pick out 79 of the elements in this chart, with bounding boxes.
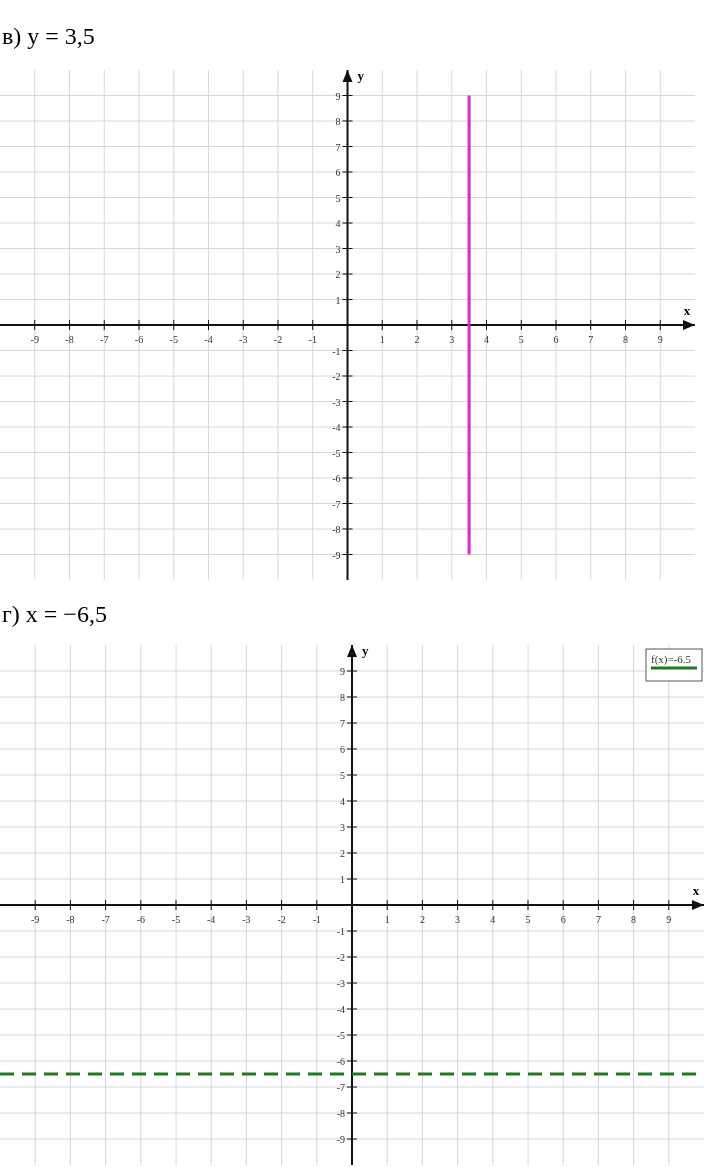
y-tick-label: -6 (336, 1056, 345, 1067)
y-tick-label: -3 (336, 978, 345, 989)
y-tick-label: -7 (332, 498, 341, 510)
chart-title: г) x = −6,5 (2, 601, 107, 627)
y-tick-label: -9 (332, 549, 341, 561)
x-tick-label: -7 (100, 334, 109, 345)
x-tick-label: -1 (312, 914, 321, 925)
x-tick-label: -5 (169, 334, 178, 345)
x-tick-label: 4 (484, 334, 489, 345)
x-tick-label: -6 (136, 914, 145, 925)
x-tick-label: 2 (419, 914, 425, 925)
y-tick-label: 6 (335, 167, 341, 178)
x-tick-label: -9 (31, 914, 40, 925)
y-tick-label: -3 (332, 396, 341, 408)
x-tick-label: 1 (379, 334, 385, 345)
x-tick-label: -2 (273, 334, 283, 345)
y-tick-label: -8 (332, 524, 341, 535)
x-tick-label: 5 (518, 334, 524, 345)
x-tick-label: -8 (65, 334, 74, 345)
y-axis-title: y (357, 68, 365, 83)
y-tick-label: 3 (335, 243, 341, 255)
x-tick-label: 8 (631, 914, 637, 925)
y-tick-label: 1 (335, 294, 341, 306)
y-tick-label: -5 (332, 447, 341, 459)
y-tick-label: 4 (340, 796, 345, 807)
x-tick-label: -3 (239, 334, 248, 345)
x-tick-label: 5 (525, 914, 531, 925)
x-tick-label: -6 (134, 334, 144, 345)
y-tick-label: 7 (335, 141, 341, 153)
y-tick-label: 4 (335, 218, 341, 229)
y-tick-label: 3 (340, 822, 345, 833)
x-tick-label: 8 (623, 334, 628, 345)
x-tick-label: -5 (171, 914, 181, 925)
y-tick-label: -2 (332, 371, 341, 382)
y-tick-label: -7 (336, 1082, 345, 1093)
x-tick-label: -9 (30, 334, 39, 345)
x-tick-label: -3 (242, 914, 251, 925)
x-tick-label: 2 (414, 334, 420, 345)
y-tick-label: -8 (336, 1108, 345, 1119)
x-tick-label: 3 (455, 914, 461, 925)
y-tick-label: 9 (340, 666, 345, 677)
y-tick-label: -6 (332, 473, 341, 484)
x-tick-label: 9 (657, 334, 663, 345)
x-tick-label: 6 (553, 334, 559, 345)
y-tick-label: 9 (335, 90, 341, 102)
x-tick-label: -7 (101, 914, 110, 925)
y-tick-label: 5 (335, 192, 341, 204)
x-tick-label: -4 (207, 914, 216, 925)
x-tick-label: 7 (588, 334, 594, 345)
y-tick-label: 5 (340, 770, 345, 781)
y-axis-title: y (362, 643, 369, 658)
y-tick-label: -1 (332, 345, 341, 357)
x-tick-label: -1 (308, 334, 317, 345)
y-tick-label: -4 (332, 422, 341, 433)
x-tick-label: 4 (490, 914, 496, 925)
x-axis-title: x (683, 303, 691, 318)
x-tick-label: -8 (66, 914, 75, 925)
x-tick-label: 3 (449, 334, 455, 345)
y-tick-label: 6 (340, 744, 345, 755)
text: f(x)=-6.5 (651, 653, 692, 666)
y-tick-label: 1 (340, 874, 345, 885)
y-tick-label: -9 (336, 1134, 345, 1145)
x-tick-label: -2 (277, 914, 286, 925)
y-tick-label: -5 (336, 1030, 345, 1041)
x-tick-label: 6 (560, 914, 566, 925)
y-tick-label: -2 (336, 952, 345, 963)
y-tick-label: -1 (336, 926, 345, 937)
x-axis-title: x (692, 883, 700, 898)
y-tick-label: 8 (340, 692, 345, 703)
chart-title: в) y = 3,5 (2, 23, 95, 49)
x-tick-label: -4 (204, 334, 213, 345)
x-tick-label: 1 (384, 914, 390, 925)
y-tick-label: 8 (335, 116, 341, 127)
y-tick-label: 7 (340, 718, 345, 729)
y-tick-label: 2 (340, 848, 345, 859)
y-tick-label: 2 (335, 269, 341, 280)
x-tick-label: 9 (666, 914, 672, 925)
y-tick-label: -4 (336, 1004, 345, 1015)
x-tick-label: 7 (595, 914, 601, 925)
